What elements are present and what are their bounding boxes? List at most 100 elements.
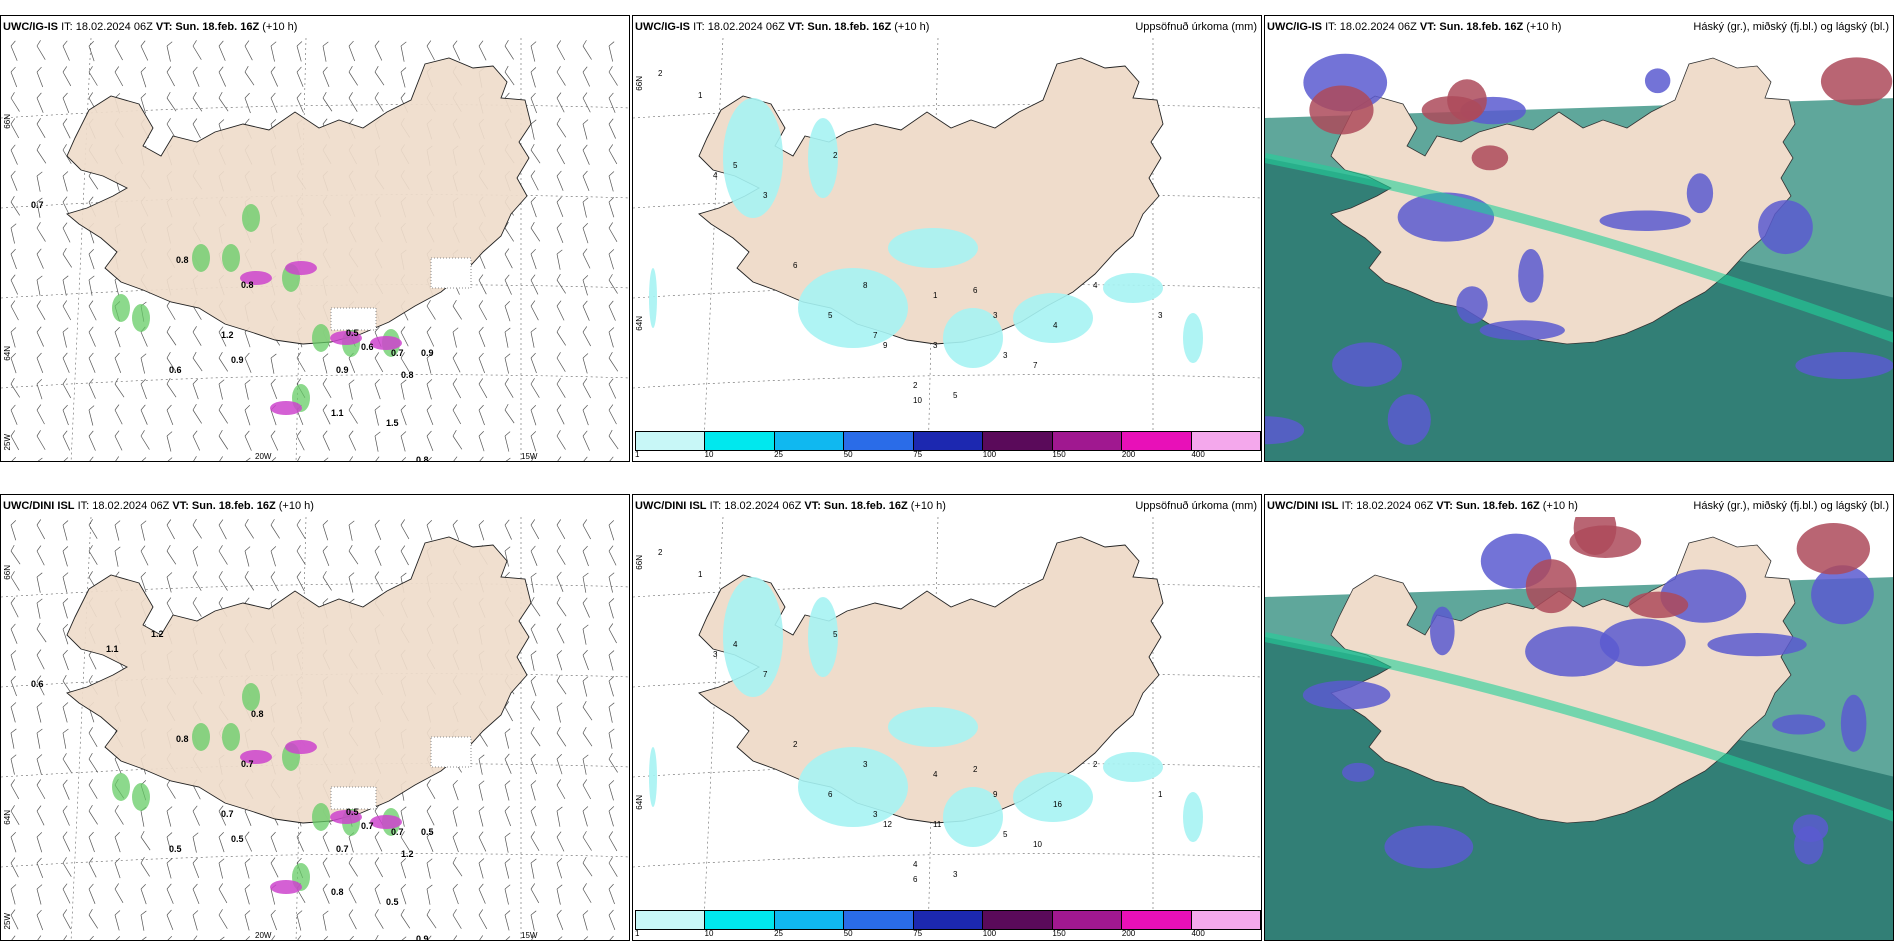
wind-barb-icon [504, 519, 512, 540]
wind-barb-icon [582, 754, 589, 775]
wind-barb-icon [244, 546, 251, 567]
precip-value-label: 1.1 [106, 644, 119, 654]
glacier-area [330, 307, 377, 331]
wind-barb-icon [452, 779, 459, 801]
precip-value-label: 0.9 [336, 365, 349, 375]
wind-barb-icon [62, 831, 71, 852]
wind-barb-icon [62, 118, 71, 139]
precip-value-label: 0.9 [416, 934, 429, 941]
mid-cloud-patch [1795, 352, 1893, 380]
precip-value-label: 1.1 [331, 408, 344, 418]
wind-barb-icon [582, 430, 590, 451]
wind-barb-icon [608, 222, 618, 243]
wind-barb-icon [478, 378, 488, 399]
precip-patch [242, 204, 260, 232]
wind-barb-icon [62, 598, 69, 619]
wind-barb-icon [556, 456, 562, 461]
wind-barb-icon [426, 935, 432, 940]
precip-value-label: 2 [973, 765, 978, 774]
wind-barb-icon [62, 275, 69, 296]
wind-barb-icon [608, 404, 617, 425]
wind-barb-icon [504, 222, 514, 242]
wind-barb-icon [504, 248, 513, 269]
wind-barb-icon [10, 832, 17, 853]
iceland-landmass [66, 536, 532, 824]
wind-barb-icon [322, 91, 333, 112]
wind-barb-icon [348, 430, 357, 451]
wind-barb-icon [270, 909, 277, 931]
wind-barb-icon [504, 910, 511, 931]
wind-barb-icon [348, 66, 358, 86]
wind-barb-icon [36, 66, 44, 88]
wind-barb-icon [192, 378, 199, 400]
wind-barb-icon [192, 326, 202, 346]
wind-barb-icon [62, 457, 69, 461]
iceland-landmass [698, 536, 1164, 824]
wind-barb-icon [374, 40, 383, 61]
lon-label-25w: 25W [3, 913, 12, 930]
wind-barb-icon [426, 379, 433, 400]
wind-barb-icon [166, 545, 177, 565]
valid-time: VT: Sun. 18.feb. 16Z [1436, 500, 1540, 512]
wind-barb-icon [374, 934, 379, 940]
wind-barb-icon [608, 935, 614, 940]
wind-barb-icon [426, 430, 434, 451]
wind-barb-icon [478, 831, 487, 852]
precip-value-label: 0.8 [401, 370, 414, 380]
precip-value-label: 5 [833, 630, 838, 639]
wind-barb-icon [556, 249, 563, 270]
wind-barb-icon [244, 92, 251, 114]
wind-barb-icon [218, 326, 227, 347]
wind-barb-icon [10, 544, 21, 565]
wind-barb-icon [218, 352, 229, 372]
precip-value-label: 1 [698, 91, 703, 100]
high-cloud-patch [1471, 145, 1509, 171]
wind-barb-icon [88, 857, 97, 878]
wind-barb-icon [452, 430, 463, 450]
wind-barb-icon [504, 780, 511, 801]
wind-barb-icon [114, 326, 121, 348]
lead-time: (+10 h) [910, 500, 946, 512]
wind-barb-icon [348, 935, 354, 940]
wind-barb-icon [192, 883, 200, 904]
precip-patch [312, 803, 330, 831]
wind-barb-icon [244, 936, 251, 940]
wind-barb-icon [36, 92, 44, 113]
wind-barb-icon [322, 831, 330, 852]
wind-barb-icon [504, 546, 511, 567]
wind-barb-icon [114, 805, 124, 825]
wind-barb-icon [10, 223, 17, 244]
wind-barb-icon [582, 624, 589, 645]
wind-barb-icon [478, 456, 484, 461]
colorbar-swatch [983, 432, 1053, 450]
longitude-gridline [927, 38, 939, 461]
model-name: UWC/DINI ISL [3, 500, 75, 512]
wind-barb-icon [62, 649, 69, 671]
wind-barb-icon [348, 857, 358, 877]
wind-barb-icon [556, 274, 566, 294]
wind-barb-icon [582, 275, 589, 296]
wind-barb-icon [244, 430, 252, 451]
wind-barb-icon [504, 353, 511, 374]
wind-barb-icon [582, 726, 593, 747]
wind-barb-icon [166, 431, 173, 452]
wind-barb-icon [582, 806, 589, 827]
wind-barb-icon [530, 222, 541, 242]
wind-barb-icon [452, 935, 458, 940]
precip-value-label: 0.6 [169, 365, 182, 375]
wind-barb-icon [62, 144, 72, 164]
colorbar-tick-label: 75 [913, 929, 923, 938]
wind-barb-icon [452, 352, 461, 373]
wind-barb-icon [452, 327, 459, 348]
wind-barb-icon [530, 378, 540, 398]
colorbar-cells [635, 910, 1261, 930]
wind-barb-icon [530, 327, 537, 348]
latitude-gridline [1, 374, 629, 389]
latitude-gridline [633, 583, 1261, 598]
wind-barb-icon [244, 571, 255, 591]
wind-barb-icon [582, 936, 589, 940]
wind-barb-icon [530, 545, 538, 566]
latitude-gridline [1, 853, 629, 868]
wind-barb-icon [348, 544, 359, 565]
init-time: IT: 18.02.2024 06Z [709, 500, 802, 512]
